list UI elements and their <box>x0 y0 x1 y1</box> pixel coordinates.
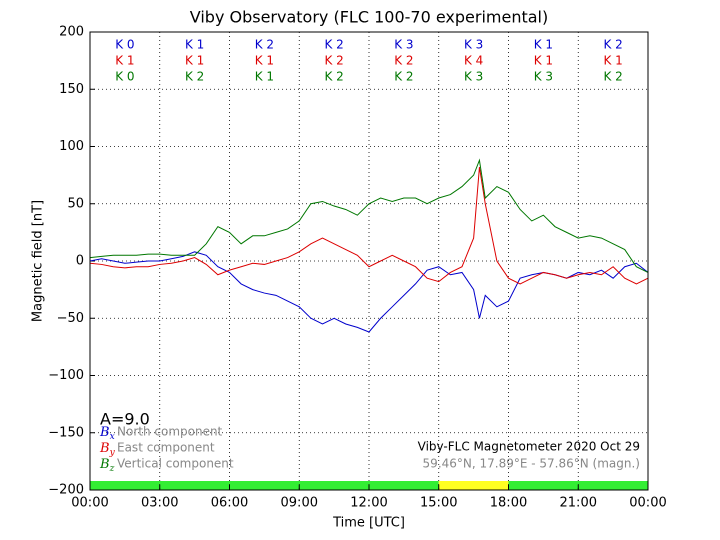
legend-label: Vertical component <box>117 457 234 471</box>
y-tick-label: −150 <box>48 425 84 440</box>
k-index: K 2 <box>255 38 274 52</box>
k-index: K 1 <box>603 54 622 68</box>
k-index: K 3 <box>394 38 413 52</box>
k-index: K 2 <box>394 70 413 84</box>
k-index: K 1 <box>534 54 553 68</box>
k-index: K 2 <box>603 38 622 52</box>
y-tick-label: 150 <box>59 82 84 97</box>
legend-symbol: Bx <box>99 425 115 442</box>
chart-title: Viby Observatory (FLC 100-70 experimenta… <box>190 8 549 27</box>
x-tick-label: 18:00 <box>490 496 527 511</box>
legend-label: East component <box>117 441 215 455</box>
annotation: A=9.0 <box>100 410 150 429</box>
x-tick-label: 21:00 <box>560 496 597 511</box>
legend-symbol: By <box>99 441 116 458</box>
k-index: K 0 <box>115 38 134 52</box>
k-index: K 1 <box>185 38 204 52</box>
k-index: K 3 <box>464 38 483 52</box>
y-tick-label: −100 <box>48 368 84 383</box>
k-index: K 1 <box>255 70 274 84</box>
series-line <box>89 167 649 285</box>
x-tick-label: 06:00 <box>211 496 248 511</box>
y-tick-label: 50 <box>67 196 84 211</box>
legend-symbol-letter: B <box>99 441 110 456</box>
k-index: K 2 <box>324 54 343 68</box>
k-index: K 1 <box>115 54 134 68</box>
k-index: K 0 <box>115 70 134 84</box>
x-tick-label: 12:00 <box>350 496 387 511</box>
y-tick-label: 0 <box>76 254 84 269</box>
y-tick-label: 100 <box>59 139 84 154</box>
k-index: K 2 <box>603 70 622 84</box>
x-tick-label: 15:00 <box>420 496 457 511</box>
location-label: 59.46°N, 17.89°E - 57.86°N (magn.) <box>423 457 640 471</box>
x-tick-label: 03:00 <box>141 496 178 511</box>
k-index: K 2 <box>324 70 343 84</box>
k-index: K 3 <box>534 70 553 84</box>
k-index: K 1 <box>185 54 204 68</box>
x-axis-label: Time [UTC] <box>332 516 405 531</box>
series-line <box>89 158 649 273</box>
k-index: K 1 <box>534 38 553 52</box>
x-tick-label: 00:00 <box>629 496 666 511</box>
k-index: K 4 <box>464 54 483 68</box>
instrument-label: Viby-FLC Magnetometer 2020 Oct 29 <box>418 440 640 454</box>
k-index: K 2 <box>324 38 343 52</box>
k-index: K 1 <box>255 54 274 68</box>
k-index: K 3 <box>464 70 483 84</box>
y-tick-label: −50 <box>57 311 84 326</box>
legend-symbol: Bz <box>99 457 115 474</box>
legend-symbol-subscript: y <box>109 448 116 458</box>
x-tick-label: 00:00 <box>71 496 108 511</box>
legend-symbol-subscript: x <box>110 432 115 442</box>
y-axis-label: Magnetic field [nT] <box>31 200 46 322</box>
y-tick-label: 200 <box>59 25 84 40</box>
y-tick-label: −200 <box>48 483 84 498</box>
legend-symbol-subscript: z <box>109 464 115 474</box>
plot-frame <box>89 31 649 491</box>
legend-symbol-letter: B <box>99 425 110 440</box>
legend-symbol-letter: B <box>99 457 110 472</box>
status-segment <box>438 481 509 490</box>
k-index: K 2 <box>185 70 204 84</box>
status-segment <box>90 481 439 490</box>
legend-label: North component <box>117 425 223 439</box>
x-tick-label: 09:00 <box>281 496 318 511</box>
k-index: K 2 <box>394 54 413 68</box>
